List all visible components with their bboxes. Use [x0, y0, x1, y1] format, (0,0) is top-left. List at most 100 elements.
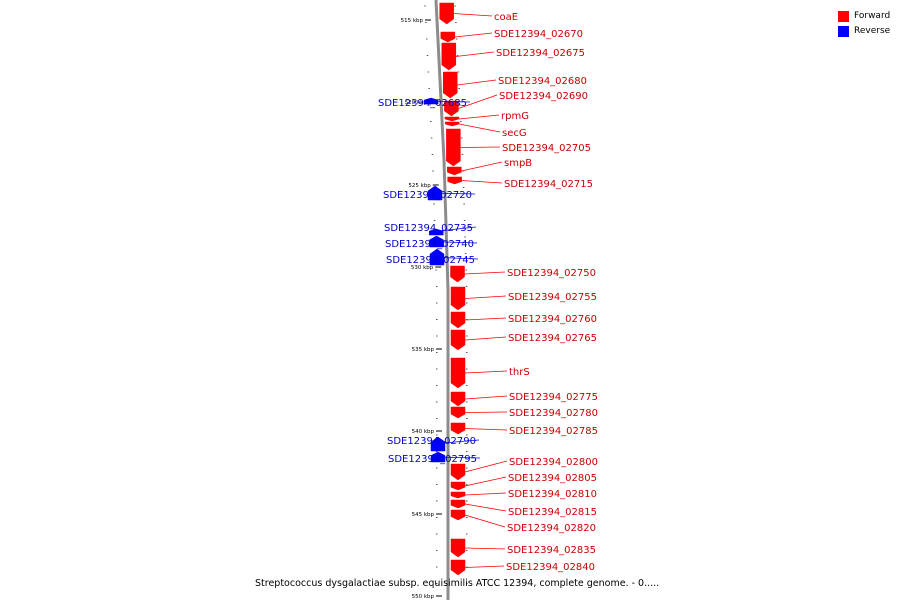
gene-labels: coaE SDE12394_02670 SDE12394_02675 SDE12394…	[378, 12, 598, 573]
kbp-tick-label: 525 kbp	[408, 183, 431, 189]
gene-arrow	[450, 286, 466, 311]
genome-caption: Streptococcus dysgalactiae subsp. equisi…	[255, 578, 660, 589]
gene-arrow	[450, 559, 466, 576]
gene-features	[423, 2, 466, 576]
kbp-tick-label: 515 kbp	[401, 18, 424, 24]
gene-arrow	[450, 311, 466, 329]
gene-label: SDE12394_02840	[506, 562, 595, 573]
gene-arrow	[450, 391, 466, 407]
gene-arrow	[450, 491, 466, 499]
gene-leader-line	[464, 492, 507, 496]
gene-label: SDE12394_02810	[508, 489, 597, 500]
legend-reverse-label: Reverse	[854, 26, 891, 36]
gene-label: SDE12394_02670	[494, 29, 583, 40]
gene-label: SDE12394_02795	[388, 454, 477, 465]
gene-leader-line	[460, 146, 501, 148]
gene-leader-line	[464, 271, 506, 275]
gene-leader-line	[464, 317, 507, 321]
gene-leader-line	[464, 428, 508, 431]
gene-label: SDE12394_02790	[387, 436, 476, 447]
legend-reverse: Reverse	[838, 24, 890, 38]
gene-leader-line	[455, 51, 495, 57]
gene-arrow	[447, 166, 462, 176]
kbp-tick-label: 540 kbp	[412, 429, 435, 435]
gene-label: thrS	[509, 367, 530, 378]
gene-leader-line	[464, 460, 508, 473]
gene-label: SDE12394_02720	[383, 190, 472, 201]
gene-arrow	[444, 121, 460, 127]
gene-leader-line	[461, 161, 503, 172]
gene-label: SDE12394_02820	[507, 523, 596, 534]
reverse-swatch	[838, 25, 849, 37]
gene-leader-line	[464, 295, 507, 299]
gene-arrow	[430, 436, 446, 452]
gene-arrow	[450, 509, 466, 521]
gene-arrow	[450, 499, 466, 509]
gene-leader-line	[458, 94, 498, 109]
gene-label: SDE12394_02760	[508, 314, 597, 325]
gene-leader-line	[428, 192, 476, 195]
gene-label: SDE12394_02675	[496, 48, 585, 59]
gene-label: SDE12394_02715	[504, 179, 593, 190]
forward-swatch	[838, 10, 849, 22]
gene-leader-line	[464, 503, 507, 512]
gene-leader-line	[457, 79, 497, 86]
gene-leader-line	[464, 411, 508, 413]
kbp-tick-label: 535 kbp	[412, 347, 435, 353]
gene-label: SDE12394_02705	[502, 143, 591, 154]
gene-arrow	[444, 100, 459, 117]
gene-leader-line	[464, 565, 505, 568]
gene-label: SDE12394_02755	[508, 292, 597, 303]
kbp-tick-label: 545 kbp	[412, 512, 435, 518]
gene-label: SDE12394_02800	[509, 457, 598, 468]
gene-leader-line	[453, 13, 493, 17]
gene-label: SDE12394_02680	[498, 76, 587, 87]
gene-arrow	[450, 265, 465, 283]
gene-leader-line	[459, 123, 501, 133]
kbp-tick-label: 550 kbp	[412, 594, 435, 600]
gene-label: SDE12394_02685	[378, 98, 467, 109]
gene-arrow	[450, 357, 466, 389]
gene-label: SDE12394_02740	[385, 239, 474, 250]
gene-label: SDE12394_02805	[508, 473, 597, 484]
gene-leader-line	[458, 114, 500, 120]
gene-label: SDE12394_02780	[509, 408, 598, 419]
gene-leader-line	[464, 395, 508, 400]
gene-label: SDE12394_02745	[386, 255, 475, 266]
gene-arrow	[450, 329, 466, 351]
gene-arrow	[450, 481, 466, 491]
gene-label: rpmG	[501, 111, 529, 122]
gene-arrow	[440, 31, 456, 43]
gene-leader-line	[424, 100, 471, 103]
gene-leader-line	[430, 439, 480, 445]
gene-leader-line	[464, 514, 506, 528]
gene-leader-line	[464, 370, 508, 374]
kbp-ticks: 515 kbp 520 kbp 525 kbp 530 kbp 535 kbp 540 k…	[401, 18, 442, 600]
gene-label: SDE12394_02835	[507, 545, 596, 556]
gene-leader-line	[464, 336, 507, 341]
gene-arrow	[441, 42, 457, 71]
gene-arrow	[450, 406, 466, 419]
kbp-tick-label: 530 kbp	[411, 265, 434, 271]
gene-label: secG	[502, 128, 527, 139]
gene-leader-line	[429, 241, 478, 244]
gene-label: coaE	[494, 12, 518, 23]
gene-leader-line	[464, 476, 507, 487]
gene-label: SDE12394_02690	[499, 91, 588, 102]
kbp-tick-label: 520 kbp	[405, 100, 428, 106]
gene-arrow	[450, 422, 466, 435]
gene-arrow	[443, 71, 458, 99]
gene-arrow	[439, 2, 454, 25]
gene-label: SDE12394_02775	[509, 392, 598, 403]
gene-label: SDE12394_02785	[509, 426, 598, 437]
gene-label: SDE12394_02815	[508, 507, 597, 518]
gene-arrow	[446, 128, 461, 167]
genome-backbone	[434, 0, 450, 600]
gene-arrow	[450, 538, 466, 558]
gene-leader-line	[454, 32, 493, 38]
gene-leader-line	[430, 456, 481, 459]
gene-label: SDE12394_02735	[384, 223, 473, 234]
gene-label: smpB	[504, 158, 532, 169]
gene-label: SDE12394_02765	[508, 333, 597, 344]
